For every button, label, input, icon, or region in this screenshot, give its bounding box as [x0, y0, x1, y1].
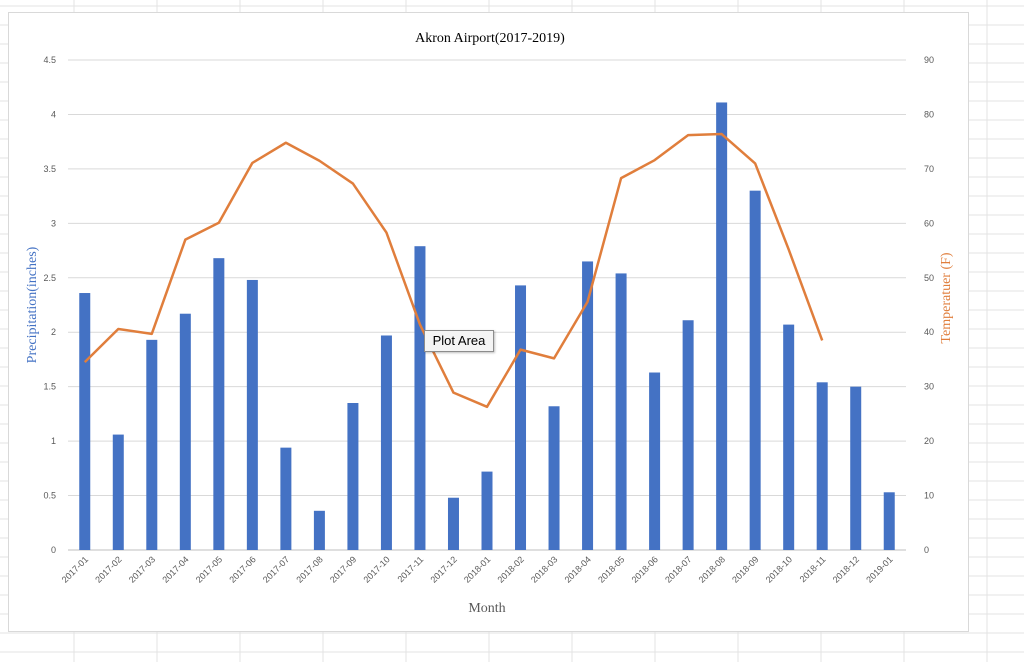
y-tick-label: 1.5	[43, 382, 56, 392]
x-tick-label: 2018-04	[563, 554, 593, 584]
precipitation-bar	[816, 382, 828, 550]
x-axis-ticks: 2017-01 2017-02 2017-03 2017-04 2017-05 2017-…	[60, 554, 895, 584]
x-tick-label: 2017-06	[227, 554, 257, 584]
precipitation-bars	[79, 102, 895, 550]
y-tick-label: 2.5	[43, 273, 56, 283]
chart-title: Akron Airport(2017-2019)	[415, 31, 565, 46]
x-tick-label: 2017-04	[160, 554, 190, 584]
x-tick-label: 2017-10	[361, 554, 391, 584]
precipitation-bar	[716, 102, 728, 550]
precipitation-bar	[615, 273, 627, 550]
precipitation-bar	[246, 279, 258, 550]
x-tick-label: 2018-01	[462, 554, 492, 584]
precipitation-bar	[213, 258, 225, 550]
x-axis-title: Month	[468, 601, 505, 616]
x-tick-label: 2018-02	[496, 554, 526, 584]
x-tick-label: 2019-01	[864, 554, 894, 584]
x-tick-label: 2017-03	[127, 554, 157, 584]
precipitation-bar	[548, 406, 560, 550]
precipitation-bar	[447, 497, 459, 550]
y2-tick-label: 20	[924, 436, 934, 446]
y2-tick-label: 80	[924, 109, 934, 119]
x-tick-label: 2017-07	[261, 554, 291, 584]
y-tick-label: 4	[51, 109, 56, 119]
y-axis-left-ticks: 0 0.5 1 1.5 2 2.5 3 3.5 4 4.5	[43, 55, 56, 555]
y-tick-label: 0.5	[43, 491, 56, 501]
y-tick-label: 3	[51, 218, 56, 228]
x-tick-label: 2017-11	[395, 554, 425, 584]
x-tick-label: 2017-01	[60, 554, 90, 584]
x-tick-label: 2018-09	[730, 554, 760, 584]
y-tick-label: 3.5	[43, 164, 56, 174]
precipitation-bar	[414, 246, 426, 550]
precipitation-bar	[380, 335, 392, 550]
precipitation-bar	[179, 313, 191, 550]
precipitation-bar	[883, 492, 895, 550]
y2-tick-label: 60	[924, 218, 934, 228]
precipitation-bar	[850, 386, 862, 550]
y2-tick-label: 30	[924, 382, 934, 392]
x-tick-label: 2018-03	[529, 554, 559, 584]
precipitation-bar	[515, 285, 527, 550]
y2-tick-label: 50	[924, 273, 934, 283]
x-tick-label: 2017-09	[328, 554, 358, 584]
x-tick-label: 2017-12	[428, 554, 458, 584]
x-tick-label: 2017-05	[194, 554, 224, 584]
precipitation-bar	[280, 447, 292, 550]
y-tick-label: 1	[51, 436, 56, 446]
x-tick-label: 2018-05	[596, 554, 626, 584]
x-tick-label: 2018-10	[764, 554, 794, 584]
y-tick-label: 2	[51, 327, 56, 337]
y2-tick-label: 10	[924, 491, 934, 501]
precipitation-bar	[582, 261, 594, 550]
precipitation-bar	[112, 434, 124, 550]
plot-area-tooltip: Plot Area	[424, 330, 494, 352]
precipitation-bar	[313, 510, 325, 550]
y2-tick-label: 70	[924, 164, 934, 174]
x-tick-label: 2017-08	[294, 554, 324, 584]
precipitation-bar	[347, 403, 359, 550]
precipitation-bar	[682, 320, 694, 550]
precipitation-bar	[481, 471, 493, 550]
gridlines	[68, 59, 906, 551]
precipitation-bar	[146, 339, 158, 550]
precipitation-bar	[749, 190, 761, 550]
y-tick-label: 0	[51, 545, 56, 555]
y2-tick-label: 40	[924, 327, 934, 337]
x-tick-label: 2018-11	[798, 554, 828, 584]
precipitation-bar	[79, 293, 91, 550]
x-tick-label: 2018-07	[663, 554, 693, 584]
y-tick-label: 4.5	[43, 55, 56, 65]
temperature-line	[83, 132, 824, 409]
x-tick-label: 2018-08	[697, 554, 727, 584]
precipitation-bar	[649, 372, 661, 550]
x-tick-label: 2018-12	[831, 554, 861, 584]
x-tick-label: 2017-02	[93, 554, 123, 584]
y2-tick-label: 0	[924, 545, 929, 555]
y-axis-right-ticks: 0 10 20 30 40 50 60 70 80 90	[924, 55, 934, 555]
x-tick-label: 2018-06	[630, 554, 660, 584]
y-axis-left-title: Precipitation(inches)	[25, 246, 40, 363]
y-axis-right-title: Temperatuer (F)	[939, 252, 954, 343]
precipitation-bar	[783, 324, 795, 550]
y2-tick-label: 90	[924, 55, 934, 65]
